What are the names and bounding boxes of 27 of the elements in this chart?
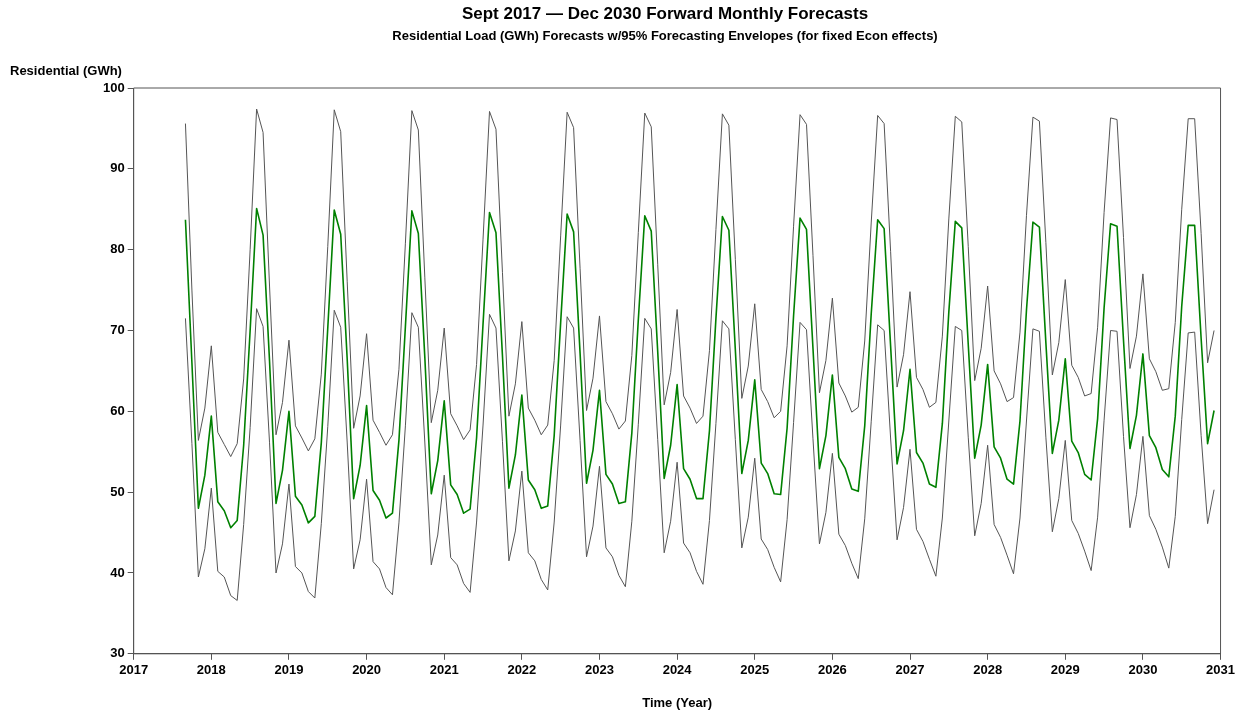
y-tick-label: 30 — [110, 645, 125, 661]
y-tick-label: 50 — [110, 483, 125, 499]
x-tick-label: 2023 — [585, 662, 614, 678]
chart-subtitle: Residential Load (GWh) Forecasts w/95% Forecasting Envelopes (for fixed Econ effects) — [392, 27, 938, 43]
x-tick-label: 2022 — [507, 662, 537, 678]
x-tick-label: 2030 — [1128, 662, 1158, 678]
x-tick-label: 2024 — [662, 662, 693, 678]
x-tick-label: 2025 — [740, 662, 770, 678]
x-tick-label: 2028 — [973, 662, 1003, 678]
y-tick-label: 40 — [110, 564, 125, 580]
y-tick-label: 60 — [110, 402, 125, 418]
y-tick-label: 70 — [110, 322, 125, 338]
x-tick-label: 2026 — [817, 662, 847, 678]
x-tick-label: 2019 — [274, 662, 304, 678]
x-tick-label: 2031 — [1206, 662, 1235, 678]
y-tick-label: 90 — [110, 160, 125, 176]
y-tick-label: 100 — [102, 79, 125, 95]
x-tick-label: 2017 — [119, 662, 149, 678]
x-tick-label: 2020 — [352, 662, 382, 678]
x-tick-label: 2027 — [895, 662, 925, 678]
x-tick-label: 2029 — [1050, 662, 1080, 678]
chart-title: Sept 2017 — Dec 2030 Forward Monthly Forecasts — [461, 3, 869, 23]
y-tick-label: 80 — [110, 241, 125, 257]
x-tick-label: 2021 — [429, 662, 459, 678]
y-axis-title: Residential (GWh) — [10, 63, 122, 79]
x-tick-label: 2018 — [196, 662, 226, 678]
x-axis-title: Time (Year) — [642, 694, 713, 710]
